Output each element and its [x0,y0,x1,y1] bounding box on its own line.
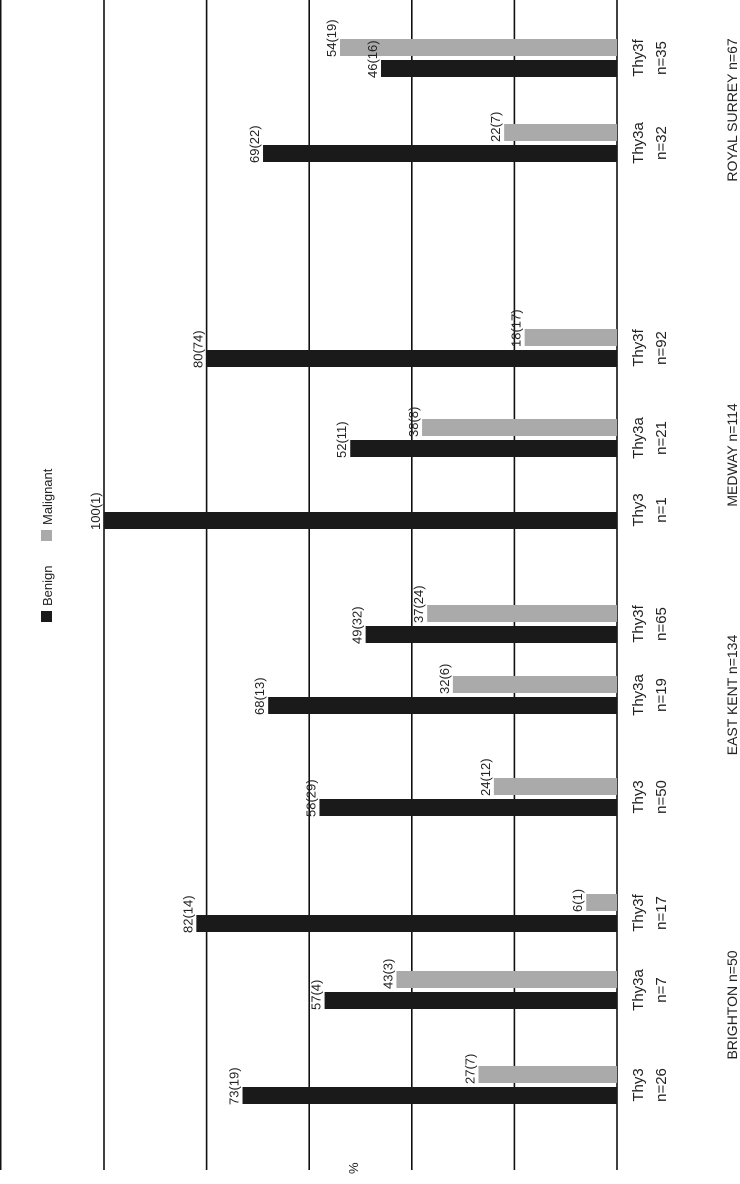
data-label-benign-1-2: 49(32) [350,606,365,644]
category-n-label: n=7 [653,977,670,1002]
data-label-malignant-0-1: 43(3) [380,959,395,989]
category-n-label: n=50 [653,780,670,814]
group-label: BRIGHTON n=50 [724,950,740,1059]
category-label: Thy3f [630,38,647,76]
data-label-benign-2-1: 52(11) [334,421,349,458]
bars [104,39,617,1104]
data-label-malignant-0-0: 27(7) [462,1054,477,1084]
group-label: MEDWAY n=114 [724,403,740,507]
data-label-benign-2-0: 100(1) [88,492,103,530]
bar-benign-1-0 [319,799,617,816]
data-label-malignant-3-1: 54(19) [324,19,339,57]
data-label-benign-0-0: 73(19) [227,1067,242,1105]
bar-benign-3-1 [381,60,617,77]
data-label-malignant-1-1: 32(6) [437,664,452,694]
data-label-benign-0-1: 57(4) [309,980,324,1010]
data-label-malignant-1-2: 37(24) [411,585,426,623]
category-label: Thy3 [630,493,647,526]
category-labels: Thy3 n=26 Thy3a n=7 Thy3f n=17 Thy3 n=50 Thy3a n=… [630,38,670,1101]
category-n-label: n=19 [653,678,670,712]
bar-malignant-3-1 [339,39,617,56]
category-n-label: n=17 [653,896,670,930]
category-n-label: n=21 [653,421,670,455]
data-label-benign-2-2: 80(74) [191,330,206,368]
data-label-benign-0-2: 82(14) [180,895,195,933]
bar-benign-2-2 [206,350,617,367]
category-label: Thy3f [630,328,647,366]
bar-benign-3-0 [263,145,617,162]
bar-malignant-2-2 [524,329,617,346]
bar-malignant-0-1 [396,971,617,988]
category-label: Thy3f [630,604,647,642]
bar-malignant-1-0 [493,778,617,795]
bar-benign-1-1 [268,697,617,714]
category-n-label: n=1 [653,497,670,522]
data-label-malignant-3-0: 22(7) [488,112,503,142]
legend: Benign Malignant [40,468,55,622]
group-labels: BRIGHTON n=50 EAST KENT n=134 MEDWAY n=114… [724,38,740,1059]
category-label: Thy3a [630,122,647,164]
bar-malignant-2-1 [422,419,617,436]
y-axis-label: % [346,1162,361,1174]
bar-malignant-0-0 [478,1066,617,1083]
category-label: Thy3 [630,780,647,813]
data-label-malignant-0-2: 6(1) [570,889,585,912]
group-label: EAST KENT n=134 [724,635,740,756]
group-label: ROYAL SURREY n=67 [724,38,740,182]
bar-benign-0-0 [242,1087,617,1104]
bar-malignant-1-2 [427,605,617,622]
bar-benign-2-0 [104,512,617,529]
data-label-malignant-2-1: 38(8) [406,407,421,437]
category-n-label: n=32 [653,126,670,160]
category-n-label: n=26 [653,1068,670,1102]
category-n-label: n=65 [653,607,670,641]
category-label: Thy3f [630,893,647,931]
bar-benign-2-1 [350,440,617,457]
category-label: Thy3 [630,1068,647,1101]
legend-swatch-malignant [41,530,52,541]
category-n-label: n=92 [653,331,670,365]
bar-malignant-1-1 [452,676,617,693]
data-label-malignant-1-0: 24(12) [478,758,493,796]
data-label-benign-3-1: 46(16) [365,40,380,78]
axis: % [0,0,361,1174]
category-label: Thy3a [630,674,647,716]
legend-label-benign: Benign [40,566,55,606]
legend-swatch-benign [41,611,52,622]
data-label-benign-1-1: 68(13) [252,677,267,715]
category-n-label: n=35 [653,41,670,75]
bar-benign-1-2 [365,626,617,643]
category-label: Thy3a [630,969,647,1011]
bar-malignant-3-0 [504,124,617,141]
category-label: Thy3a [630,417,647,459]
bar-benign-0-1 [324,992,617,1009]
bar-benign-0-2 [196,915,617,932]
bar-malignant-0-2 [586,894,617,911]
legend-label-malignant: Malignant [40,468,55,525]
value-labels: 73(19) 27(7) 57(4) 43(3) 82(14) 6(1) 58(29) 24(… [88,19,585,1105]
data-label-benign-3-0: 69(22) [247,125,262,163]
data-label-malignant-2-2: 18(17) [509,309,524,347]
data-label-benign-1-0: 58(29) [303,779,318,817]
